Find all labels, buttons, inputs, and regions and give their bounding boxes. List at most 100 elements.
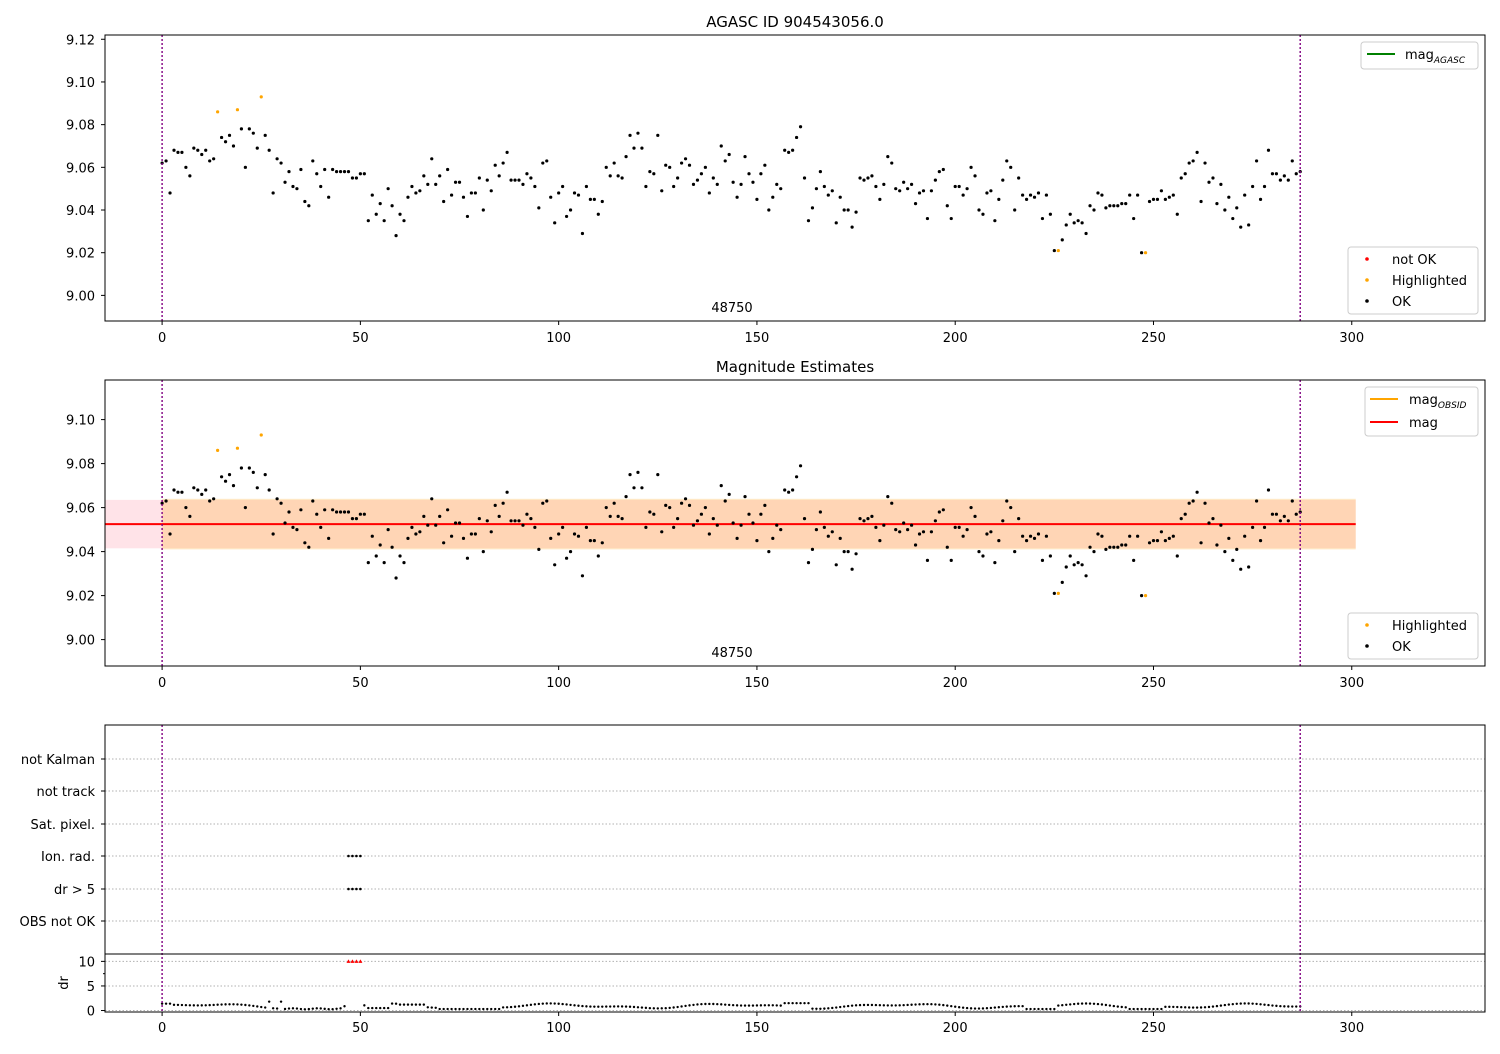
ok-point: [307, 204, 311, 208]
ok-point: [1036, 532, 1041, 536]
ok-point: [588, 539, 592, 543]
dr-point: [398, 1003, 402, 1006]
ok-point: [818, 510, 822, 514]
flag-point: [359, 887, 362, 891]
x-tick-label: 200: [943, 1021, 968, 1036]
dr-point: [1287, 1005, 1290, 1008]
dr-point: [1148, 1007, 1151, 1011]
dr-point: [930, 1003, 933, 1006]
dr-point: [727, 1003, 731, 1007]
dr-point: [1227, 1003, 1231, 1006]
ok-point: [1013, 550, 1017, 554]
dr-point: [478, 1007, 481, 1011]
ok-point: [346, 510, 351, 514]
ok-point: [814, 528, 819, 532]
ok-point: [600, 199, 604, 204]
ok-point: [390, 204, 394, 208]
ok-point: [735, 195, 739, 199]
x-tick-label: 250: [1141, 1021, 1166, 1036]
ok-point: [989, 189, 993, 193]
ok-point: [1120, 202, 1124, 206]
flags-panel: not Kalman not track Sat. pixel. Ion. rad. d…: [20, 724, 1486, 1036]
ok-point: [1195, 490, 1199, 494]
ok-point: [1001, 178, 1005, 182]
ok-point: [1203, 501, 1207, 505]
dr-point: [862, 1003, 866, 1007]
flags-plot-frame: [104, 724, 1486, 1013]
ok-point: [525, 512, 529, 516]
dr-point: [1084, 1002, 1088, 1005]
dr-point: [1061, 1003, 1064, 1007]
dr-point: [1017, 1004, 1020, 1008]
ok-point: [985, 191, 989, 195]
dr-point: [787, 1001, 790, 1005]
ok-point: [1060, 238, 1064, 242]
ok-point: [1219, 182, 1223, 187]
dr-point: [248, 1004, 251, 1007]
ok-point: [640, 486, 644, 490]
ok-point: [791, 488, 795, 492]
ok-point: [830, 189, 834, 193]
ok-point: [969, 165, 973, 169]
ok-point: [779, 187, 783, 191]
ok-point: [1183, 512, 1187, 516]
ok-point: [731, 180, 735, 184]
ok-point: [846, 208, 850, 212]
ok-point: [806, 219, 811, 223]
ok-point: [874, 184, 878, 189]
ok-point: [644, 525, 648, 530]
dr-point: [1259, 1003, 1262, 1006]
ok-point: [180, 490, 184, 494]
ok-point: [1235, 547, 1239, 552]
dr-point: [636, 1006, 640, 1009]
dr-point: [1295, 1005, 1298, 1008]
ok-point: [449, 193, 454, 197]
ok-point: [755, 197, 759, 201]
agasc-obsid-label: 48750: [711, 301, 752, 316]
ok-point: [418, 189, 422, 193]
ok-point: [212, 497, 216, 501]
flag-label: not track: [36, 785, 95, 800]
ok-point: [418, 530, 422, 534]
ok-point: [406, 536, 410, 541]
dr-point: [842, 1005, 846, 1008]
dr-point: [450, 1007, 453, 1011]
ok-point: [886, 155, 890, 159]
ok-point: [438, 514, 442, 519]
dr-point: [735, 1004, 739, 1007]
ok-point: [1136, 534, 1140, 538]
ok-point: [691, 523, 696, 527]
dr-point: [438, 1007, 441, 1011]
dr-point: [950, 1004, 953, 1008]
ok-point: [668, 506, 672, 510]
dr-point: [902, 1003, 905, 1007]
dr-point: [684, 1004, 687, 1008]
dr-point: [414, 1003, 418, 1006]
dr-point: [700, 1002, 703, 1006]
dr-point: [676, 1005, 679, 1009]
legend-ok-marker: [1365, 299, 1369, 303]
dr-point: [1049, 1007, 1052, 1011]
dr-point: [938, 1003, 941, 1006]
ok-point: [319, 525, 323, 530]
ok-point: [945, 204, 949, 208]
ok-point: [227, 473, 232, 477]
ok-point: [870, 514, 874, 519]
dr-point: [819, 1007, 822, 1010]
dr-point: [386, 1006, 390, 1010]
dr-point: [1140, 1007, 1143, 1011]
dr-point: [1156, 1007, 1159, 1011]
dr-point: [410, 1003, 414, 1006]
agasc-legend-bottom: not OK Highlighted OK: [1347, 246, 1479, 315]
ok-point: [695, 178, 700, 182]
ok-point: [1262, 525, 1267, 530]
dr-point: [696, 1003, 699, 1006]
ok-point: [969, 506, 973, 510]
ok-point: [1005, 159, 1009, 163]
dr-point: [1184, 1006, 1187, 1009]
dr-point: [501, 1006, 505, 1009]
y-tick-label: 9.04: [66, 204, 95, 219]
ok-point: [255, 146, 259, 150]
ok-point: [192, 486, 196, 490]
ok-point: [576, 193, 581, 197]
